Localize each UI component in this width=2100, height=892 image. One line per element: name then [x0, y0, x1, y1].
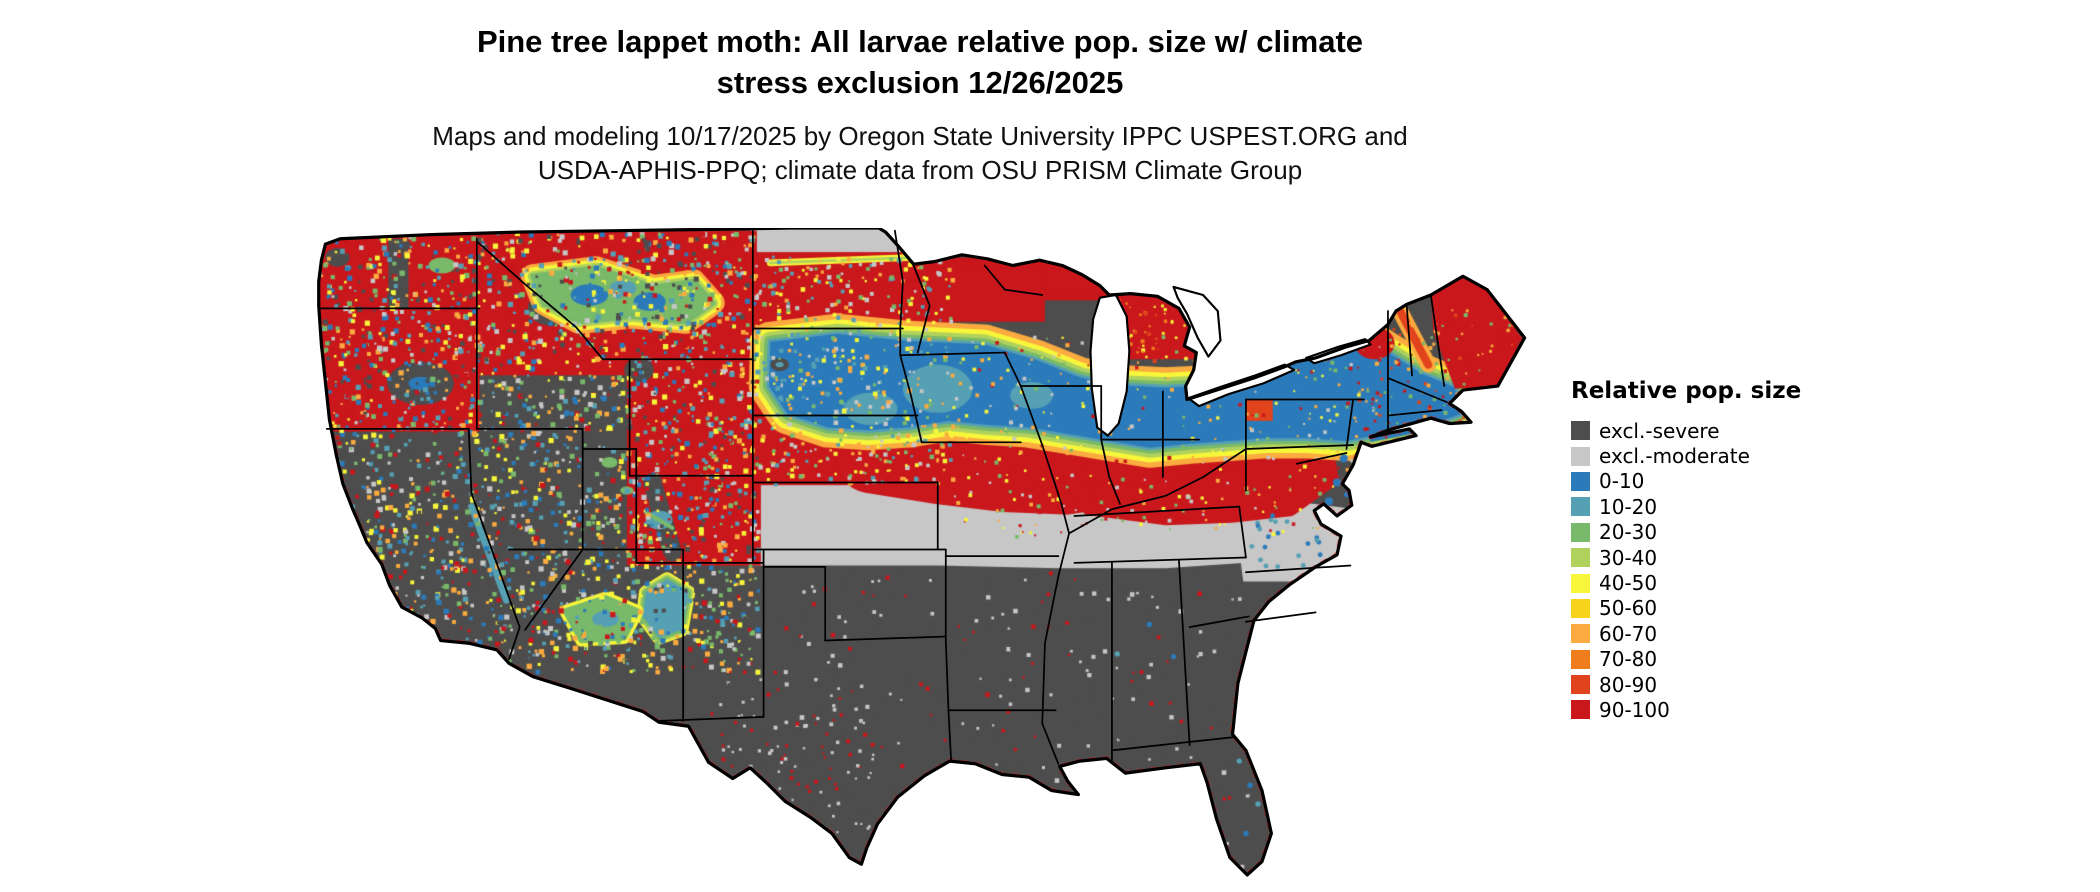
- legend-label: 70-80: [1599, 647, 1658, 672]
- legend-swatch: [1571, 497, 1590, 517]
- figure-title-line1: Pine tree lappet moth: All larvae relati…: [476, 24, 1364, 59]
- figure-subtitle-line2: USDA-APHIS-PPQ; climate data from OSU PR…: [537, 154, 1303, 185]
- figure-header: Pine tree lappet moth: All larvae relati…: [0, 22, 1840, 187]
- legend-label: 0-10: [1599, 469, 1645, 494]
- legend-label: excl.-moderate: [1599, 444, 1750, 469]
- legend-title: Relative pop. size: [1571, 378, 1802, 404]
- legend-swatch: [1571, 573, 1590, 593]
- us-map-raster: [308, 228, 1534, 887]
- legend-item: 90-100: [1571, 697, 1841, 722]
- legend-item: 70-80: [1571, 647, 1841, 672]
- legend-label: 80-90: [1599, 672, 1658, 697]
- legend-swatch: [1571, 471, 1590, 491]
- legend-item: 50-60: [1571, 596, 1841, 621]
- figure-subtitle-line1: Maps and modeling 10/17/2025 by Oregon S…: [432, 120, 1408, 151]
- legend-item: 20-30: [1571, 520, 1841, 545]
- legend-item: excl.-moderate: [1571, 443, 1841, 468]
- legend-swatch: [1571, 421, 1590, 441]
- legend-item: 0-10: [1571, 469, 1841, 494]
- legend-label: 40-50: [1599, 571, 1658, 596]
- figure-title: Pine tree lappet moth: All larvae relati…: [0, 22, 1840, 104]
- legend-swatch: [1571, 649, 1590, 669]
- legend-item: 30-40: [1571, 545, 1841, 570]
- figure-title-line2: stress exclusion 12/26/2025: [716, 64, 1124, 100]
- legend-item: 10-20: [1571, 494, 1841, 519]
- legend-label: 50-60: [1599, 596, 1658, 621]
- legend-swatch: [1571, 598, 1590, 618]
- legend-item: 60-70: [1571, 621, 1841, 646]
- legend-label: 20-30: [1599, 520, 1658, 545]
- legend-item: excl.-severe: [1571, 418, 1841, 443]
- legend-item: 40-50: [1571, 570, 1841, 595]
- legend-label: excl.-severe: [1599, 418, 1720, 443]
- legend-swatch: [1571, 522, 1590, 542]
- legend-label: 60-70: [1599, 621, 1658, 646]
- legend-label: 10-20: [1599, 494, 1658, 519]
- legend-swatch: [1571, 548, 1590, 568]
- legend-items: excl.-severe excl.-moderate 0-10 10-20 20-30…: [1571, 418, 1841, 723]
- figure-subtitle: Maps and modeling 10/17/2025 by Oregon S…: [0, 120, 1840, 188]
- map-legend: Relative pop. size excl.-severe excl.-mod…: [1571, 378, 1841, 723]
- us-map: [308, 228, 1534, 887]
- legend-item: 80-90: [1571, 672, 1841, 697]
- legend-swatch: [1571, 446, 1590, 466]
- legend-label: 30-40: [1599, 545, 1658, 570]
- legend-swatch: [1571, 624, 1590, 644]
- legend-swatch: [1571, 700, 1590, 720]
- legend-label: 90-100: [1599, 697, 1670, 722]
- legend-swatch: [1571, 675, 1590, 695]
